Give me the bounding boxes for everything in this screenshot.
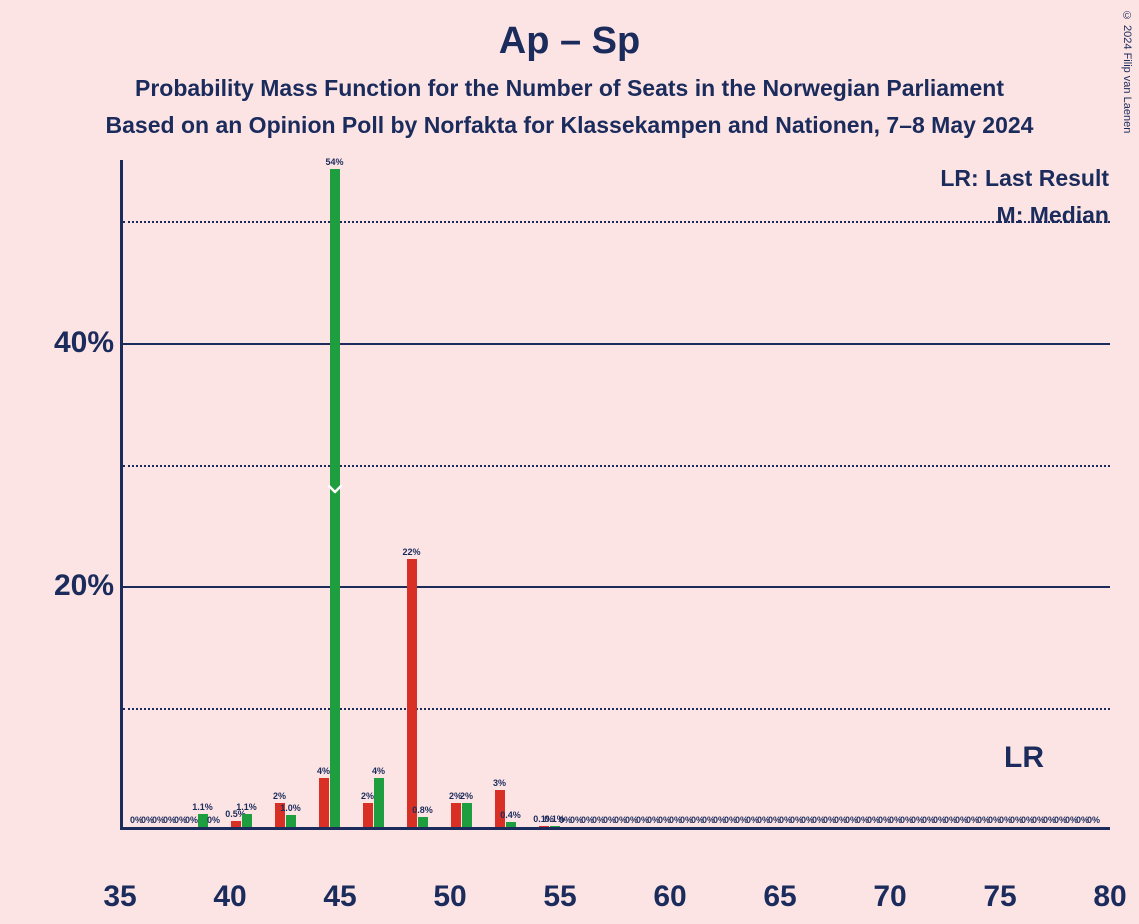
gridline-dotted bbox=[123, 708, 1110, 710]
subtitle-2: Based on an Opinion Poll by Norfakta for… bbox=[0, 102, 1139, 139]
bar-label-red: 4% bbox=[317, 766, 330, 776]
gridline-solid bbox=[123, 343, 1110, 345]
bar-label-red: 2% bbox=[273, 791, 286, 801]
bar-green bbox=[506, 822, 516, 827]
bar-red bbox=[407, 559, 417, 827]
x-axis-label: 55 bbox=[543, 880, 576, 914]
bar-green bbox=[242, 814, 252, 827]
bar-red bbox=[495, 790, 505, 827]
gridline-dotted bbox=[123, 465, 1110, 467]
bar-green bbox=[418, 817, 428, 827]
main-title: Ap – Sp bbox=[0, 0, 1139, 63]
y-axis-label: 20% bbox=[54, 569, 114, 603]
x-axis-label: 45 bbox=[323, 880, 356, 914]
bar-label-green: 2% bbox=[460, 791, 473, 801]
median-marker bbox=[328, 478, 342, 501]
bar-red bbox=[231, 821, 241, 827]
bar-green bbox=[462, 803, 472, 827]
bar-label-green: 1.1% bbox=[236, 802, 257, 812]
bar-label-green: 54% bbox=[325, 157, 343, 167]
bar-red bbox=[363, 803, 373, 827]
y-axis bbox=[120, 160, 123, 830]
bar-label-red: 0% bbox=[1087, 815, 1100, 825]
copyright-text: © 2024 Filip van Laenen bbox=[1121, 10, 1133, 133]
bar-label-red: 0% bbox=[207, 815, 220, 825]
lr-marker-label: LR bbox=[1004, 741, 1044, 775]
bar-red bbox=[539, 826, 549, 827]
gridline-solid bbox=[123, 586, 1110, 588]
gridline-dotted bbox=[123, 221, 1110, 223]
x-axis-label: 75 bbox=[983, 880, 1016, 914]
bar-red bbox=[319, 778, 329, 827]
subtitle-1: Probability Mass Function for the Number… bbox=[0, 63, 1139, 102]
bar-label-green: 0.4% bbox=[500, 810, 521, 820]
x-axis bbox=[120, 827, 1110, 830]
bar-green bbox=[374, 778, 384, 827]
y-axis-label: 40% bbox=[54, 326, 114, 360]
x-axis-label: 70 bbox=[873, 880, 906, 914]
plot-area: 0%0%0%0%0%0%1.1%0%0.5%1.1%2%1.0%4%54%2%4… bbox=[120, 160, 1110, 830]
chart-container: Ap – Sp Probability Mass Function for th… bbox=[0, 0, 1139, 924]
x-axis-label: 35 bbox=[103, 880, 136, 914]
bar-green bbox=[286, 815, 296, 827]
bar-label-green: 1.1% bbox=[192, 802, 213, 812]
x-axis-label: 65 bbox=[763, 880, 796, 914]
bar-label-red: 3% bbox=[493, 778, 506, 788]
bar-red bbox=[451, 803, 461, 827]
x-axis-label: 50 bbox=[433, 880, 466, 914]
bar-label-green: 0.8% bbox=[412, 805, 433, 815]
bar-label-green: 4% bbox=[372, 766, 385, 776]
bar-label-green: 1.0% bbox=[280, 803, 301, 813]
x-axis-label: 40 bbox=[213, 880, 246, 914]
bar-label-red: 0% bbox=[185, 815, 198, 825]
x-axis-label: 80 bbox=[1093, 880, 1126, 914]
x-axis-label: 60 bbox=[653, 880, 686, 914]
bar-label-red: 22% bbox=[402, 547, 420, 557]
bar-label-red: 2% bbox=[361, 791, 374, 801]
bar-green bbox=[550, 826, 560, 827]
